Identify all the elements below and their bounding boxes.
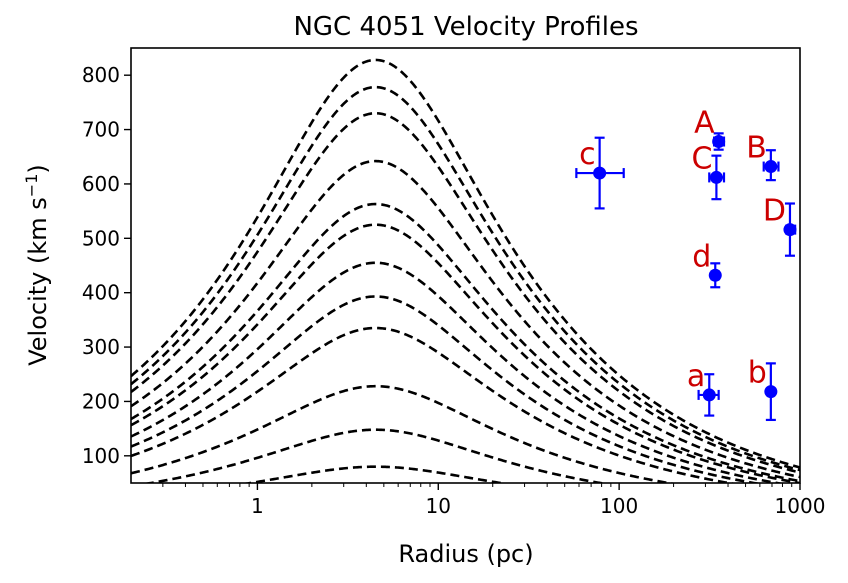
data-marker: [764, 385, 778, 399]
x-tick-label: 1000: [775, 494, 826, 518]
model-curves: [131, 58, 800, 483]
model-curve: [131, 111, 800, 474]
data-point: [575, 136, 625, 210]
point-labels: ABC Dc d a b: [579, 106, 786, 394]
point-label: A: [694, 106, 715, 141]
y-tick-label: 600: [82, 172, 120, 196]
data-marker: [593, 166, 607, 180]
y-axis-ticks: 100 200 300 400 500 600 700 800: [82, 63, 131, 468]
point-label: c: [579, 137, 596, 172]
point-label: b: [748, 356, 767, 391]
point-label: C: [691, 141, 712, 176]
x-axis-label: Radius (pc): [398, 540, 533, 568]
model-curve: [131, 295, 762, 483]
y-tick-label: 500: [82, 226, 120, 250]
y-axis-label-main: Velocity (km s: [24, 197, 52, 366]
data-marker: [702, 388, 716, 402]
x-tick-label: 1: [251, 494, 264, 518]
data-point: [712, 132, 726, 151]
model-curve: [131, 384, 677, 483]
model-curve: [143, 428, 609, 483]
data-marker: [783, 223, 797, 237]
y-tick-label: 700: [82, 118, 120, 142]
point-label: d: [692, 239, 711, 274]
data-point: [764, 362, 778, 422]
data-marker: [708, 268, 722, 282]
model-curve: [131, 159, 800, 479]
y-axis-label: Velocity (km s−1): [22, 164, 53, 366]
y-tick-label: 400: [82, 281, 120, 305]
model-curve: [131, 202, 800, 483]
data-marker: [764, 160, 778, 174]
x-tick-label: 100: [600, 494, 638, 518]
y-tick-label: 800: [82, 63, 120, 87]
data-point: [783, 202, 797, 257]
y-tick-label: 100: [82, 444, 120, 468]
y-tick-label: 200: [82, 389, 120, 413]
x-tick-label: 10: [426, 494, 451, 518]
model-curve: [131, 223, 800, 483]
y-axis-label-close: ): [24, 164, 52, 173]
x-axis-ticks: 1 10 100 1000: [162, 483, 826, 518]
data-point: [762, 149, 780, 182]
plot-frame: [130, 47, 801, 484]
data-point: [697, 373, 720, 417]
point-label: a: [687, 359, 705, 394]
model-curve: [131, 261, 785, 483]
model-curve: [131, 58, 800, 469]
data-point: [708, 154, 726, 201]
y-axis-label-sup: −1: [22, 174, 41, 198]
y-tick-label: 300: [82, 335, 120, 359]
point-label: D: [763, 194, 786, 229]
data-point: [708, 262, 722, 289]
model-curve: [131, 85, 800, 472]
model-curve: [131, 326, 737, 483]
chart-title: NGC 4051 Velocity Profiles: [293, 12, 638, 42]
data-marker: [709, 170, 723, 184]
point-label: B: [746, 131, 767, 166]
data-marker: [712, 135, 726, 149]
data-points: [575, 132, 797, 422]
model-curve: [242, 465, 510, 483]
